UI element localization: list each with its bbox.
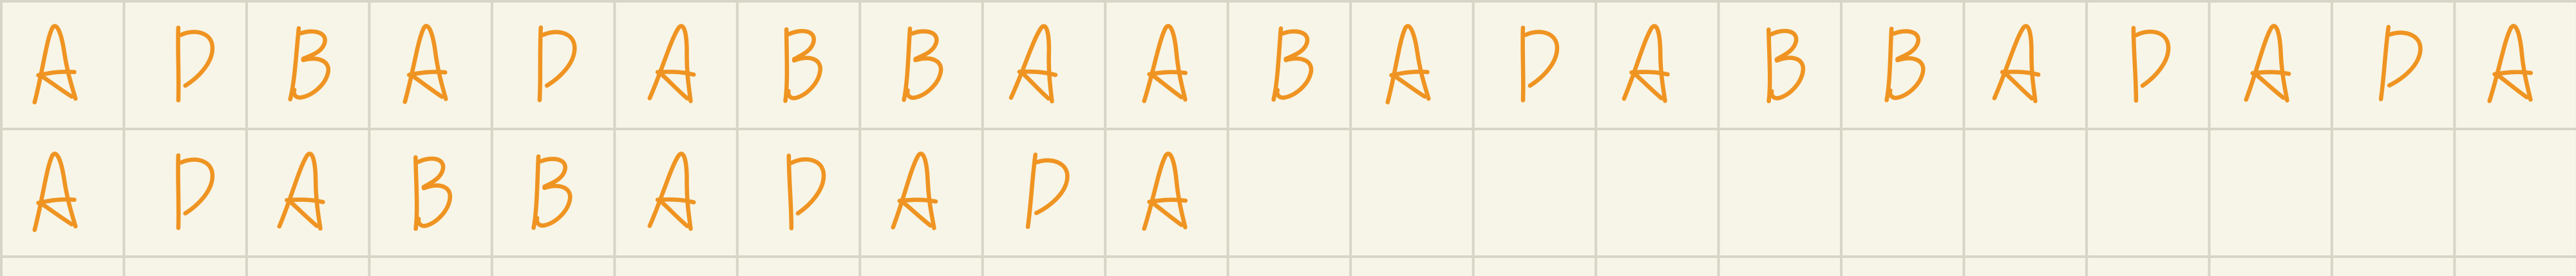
handwritten-letter-b: [413, 155, 452, 232]
row1-cell-16: B: [1840, 0, 1962, 128]
handwritten-letter-b: [783, 27, 822, 103]
row1-cell-13: D: [1472, 0, 1595, 128]
handwritten-letter-d: [537, 25, 577, 103]
handwritten-letter-d: [786, 153, 826, 231]
handwritten-letter-a: [1992, 24, 2041, 104]
row1-cell-15: B: [1718, 0, 1840, 128]
row1-cell-17: A: [1963, 0, 2085, 128]
row2-cell-6: A: [613, 128, 735, 255]
handwritten-letter-d: [1520, 25, 1560, 103]
handwritten-letter-a: [32, 24, 78, 104]
row2-cell-10: A: [1104, 128, 1226, 255]
grid-row-2: ADABBADADA: [0, 128, 1227, 255]
row2-cell-3: A: [245, 128, 368, 255]
row1-cell-20: D: [2331, 0, 2453, 128]
row1-cell-9: A: [981, 0, 1104, 128]
row1-cell-10: A: [1104, 0, 1226, 128]
handwritten-letter-a: [1142, 152, 1188, 231]
handwritten-letter-b: [531, 154, 573, 230]
handwritten-letter-a: [32, 152, 78, 232]
handwritten-letter-a: [1385, 24, 1431, 104]
row2-cell-2: D: [122, 128, 245, 255]
handwritten-letter-b: [288, 26, 331, 102]
handwritten-letter-b: [1766, 27, 1805, 104]
row2-cell-4: B: [368, 128, 490, 255]
row1-cell-5: D: [491, 0, 613, 128]
handwritten-letter-d: [175, 153, 214, 230]
row2-cell-9: D: [981, 128, 1104, 255]
handwritten-letter-d: [2131, 26, 2171, 103]
row2-cell-1: A: [0, 128, 122, 255]
row1-cell-19: A: [2208, 0, 2330, 128]
row1-cell-7: B: [736, 0, 858, 128]
handwritten-letter-b: [1271, 26, 1314, 102]
handwritten-letter-a: [402, 24, 448, 104]
row1-cell-2: D: [122, 0, 245, 128]
row1-cell-18: D: [2085, 0, 2208, 128]
handwritten-letter-a: [890, 152, 938, 230]
row1-cell-1: A: [0, 0, 122, 128]
row1-cell-6: A: [613, 0, 735, 128]
row2-cell-7: D: [736, 128, 858, 255]
handwritten-letter-a: [1622, 24, 1671, 103]
handwritten-letter-b: [901, 26, 943, 103]
handwritten-letter-a: [647, 152, 696, 232]
handwritten-letter-a: [1142, 24, 1188, 103]
handwritten-letter-a: [2487, 24, 2533, 103]
handwritten-letter-b: [1884, 26, 1926, 103]
handwritten-letter-d: [2378, 25, 2423, 102]
handwritten-letter-a: [2244, 24, 2291, 103]
row1-cell-4: A: [368, 0, 490, 128]
row1-cell-11: B: [1227, 0, 1349, 128]
handwritten-letter-d: [175, 25, 214, 103]
handwritten-letter-a: [1009, 24, 1058, 104]
handwritten-letter-a: [277, 152, 325, 231]
handwritten-letter-d: [1025, 152, 1070, 230]
row1-cell-21: A: [2453, 0, 2575, 128]
row1-cell-12: A: [1349, 0, 1472, 128]
row2-cell-8: A: [858, 128, 981, 255]
row1-cell-8: B: [858, 0, 981, 128]
handwritten-letter-a: [647, 24, 696, 104]
row1-cell-3: B: [245, 0, 368, 128]
row1-cell-14: A: [1595, 0, 1717, 128]
grid-row-1: ADBADABBAABADABBADADA: [0, 0, 2576, 128]
row2-cell-5: B: [491, 128, 613, 255]
